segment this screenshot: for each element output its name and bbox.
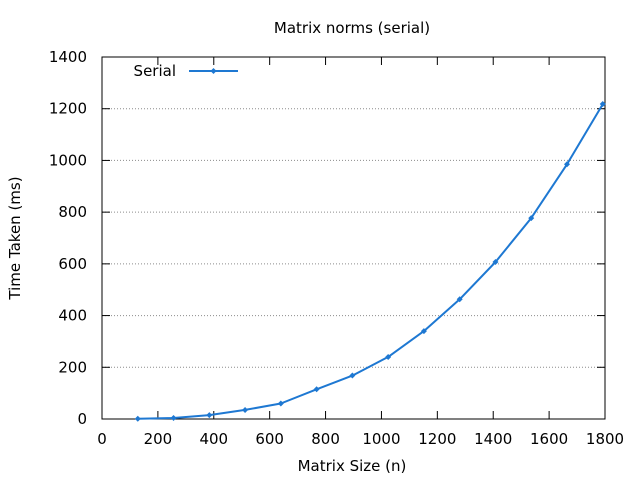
data-point <box>134 415 141 422</box>
chart-title: Matrix norms (serial) <box>274 19 430 37</box>
x-tick-label: 1400 <box>474 430 512 448</box>
x-tick-label: 800 <box>311 430 340 448</box>
data-point <box>456 296 463 303</box>
data-point <box>277 400 284 407</box>
y-tick-label: 400 <box>58 307 87 325</box>
data-point <box>528 215 535 222</box>
x-tick-label: 0 <box>97 430 107 448</box>
x-tick-label: 1200 <box>418 430 456 448</box>
x-tick-label: 1800 <box>586 430 624 448</box>
data-point <box>206 412 213 419</box>
legend-label-serial: Serial <box>134 62 176 80</box>
x-tick-label: 1600 <box>530 430 568 448</box>
y-tick-label: 1400 <box>49 48 87 66</box>
data-point <box>599 101 606 108</box>
axis-ticks: 0 200 400 600 800 1000 1200 1400 0 200 400 600 800 10… <box>49 48 624 448</box>
x-axis-label: Matrix Size (n) <box>298 457 407 475</box>
data-point <box>170 414 177 421</box>
data-point <box>420 328 427 335</box>
y-tick-label: 0 <box>77 410 87 428</box>
x-tick-label: 200 <box>144 430 173 448</box>
legend-marker-serial <box>210 68 217 74</box>
gridlines <box>102 108 605 368</box>
y-tick-label: 1000 <box>49 151 87 169</box>
x-tick-label: 600 <box>255 430 284 448</box>
data-point <box>563 161 570 168</box>
data-point <box>242 406 249 413</box>
data-point <box>313 386 320 393</box>
plot-frame <box>101 56 606 420</box>
x-tick-label: 1000 <box>362 430 400 448</box>
data-point <box>492 259 499 266</box>
y-axis-label: Time Taken (ms) <box>6 176 24 300</box>
y-tick-label: 600 <box>58 255 87 273</box>
data-point <box>349 372 356 379</box>
x-tick-label: 400 <box>199 430 228 448</box>
y-tick-label: 800 <box>58 203 87 221</box>
series-layer <box>134 101 606 422</box>
data-point <box>385 353 392 360</box>
y-tick-label: 200 <box>58 358 87 376</box>
y-tick-label: 1200 <box>49 100 87 118</box>
series-line-serial <box>137 103 604 420</box>
legend: Serial <box>134 62 238 80</box>
